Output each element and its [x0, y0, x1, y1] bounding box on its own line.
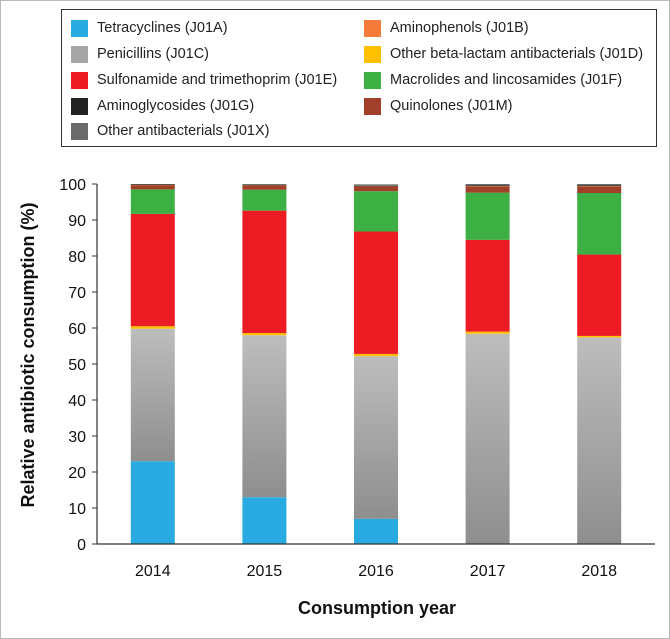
bar-segment-j01b-2015 — [242, 185, 287, 187]
bar-segment-j01f-2015 — [242, 189, 287, 211]
legend-label: Other beta-lactam antibacterials (J01D) — [390, 46, 644, 62]
bar-segment-j01g-2014 — [130, 184, 175, 185]
bar-segment-j01g-2017 — [465, 185, 510, 187]
bar-segment-j01f-2018 — [577, 193, 622, 255]
bar-segment-j01f-2014 — [130, 189, 175, 214]
bar-segment-j01f-2016 — [354, 191, 398, 232]
y-tick-label: 100 — [59, 177, 86, 194]
bar-segment-j01g-2016 — [354, 185, 398, 187]
legend-item-j01e: Sulfonamide and trimethoprim (J01E) — [71, 70, 337, 90]
legend-swatch — [71, 122, 88, 140]
x-tick-label: 2015 — [247, 563, 283, 580]
y-tick-label: 20 — [68, 465, 86, 482]
bar-segment-j01m-2017 — [465, 186, 510, 193]
bar-segment-j01c-2016 — [354, 356, 398, 519]
y-tick-label: 90 — [68, 213, 86, 230]
bars-layer — [130, 184, 622, 544]
bar-segment-j01b-2016 — [354, 186, 398, 187]
legend-item-j01a: Tetracyclines (J01A) — [71, 18, 228, 38]
legend-label: Sulfonamide and trimethoprim (J01E) — [97, 72, 338, 88]
legend-label: Tetracyclines (J01A) — [97, 20, 228, 36]
bar-segment-j01e-2016 — [354, 231, 398, 354]
bar-segment-j01c-2015 — [242, 335, 287, 498]
legend-item-j01g: Aminoglycosides (J01G) — [71, 96, 254, 116]
y-tick-label: 60 — [68, 321, 86, 338]
bar-segment-j01e-2018 — [577, 254, 622, 336]
bar-segment-j01g-2018 — [577, 185, 622, 187]
y-tick-label: 50 — [68, 357, 86, 374]
x-tick-labels: 2014 2015 2016 2017 2018 — [135, 563, 617, 580]
bar-segment-j01a-2015 — [242, 497, 287, 544]
legend-label: Aminoglycosides (J01G) — [97, 98, 255, 114]
y-tick-label: 70 — [68, 285, 86, 302]
bar-segment-j01d-2018 — [577, 335, 622, 338]
bar-segment-j01g-2015 — [242, 184, 287, 186]
bar-segment-j01d-2017 — [465, 331, 510, 334]
bar-segment-j01x-2018 — [577, 184, 622, 186]
y-tick-label: 80 — [68, 249, 86, 266]
legend-swatch — [71, 19, 88, 37]
y-tick-labels: 0 10 20 30 40 50 60 70 80 90 100 — [59, 177, 97, 554]
legend-item-j01f: Macrolides and lincosamides (J01F) — [364, 70, 622, 90]
legend-item-j01x: Other antibacterials (J01X) — [71, 121, 269, 141]
legend-swatch — [71, 97, 88, 115]
x-tick-label: 2018 — [581, 563, 617, 580]
bar-segment-j01m-2016 — [354, 186, 398, 192]
x-axis-title: Consumption year — [298, 598, 456, 618]
legend-swatch — [71, 45, 88, 63]
bar-segment-j01e-2014 — [130, 213, 175, 327]
legend-label: Penicillins (J01C) — [97, 46, 210, 62]
legend-swatch — [364, 97, 381, 115]
legend-label: Other antibacterials (J01X) — [97, 123, 270, 139]
bar-segment-j01x-2016 — [354, 184, 398, 186]
bar-segment-j01x-2014 — [130, 184, 175, 185]
bar-segment-j01c-2017 — [465, 333, 510, 544]
legend-swatch — [364, 45, 381, 63]
x-tick-label: 2016 — [358, 563, 394, 580]
bar-segment-j01b-2014 — [130, 184, 175, 186]
y-tick-label: 40 — [68, 393, 86, 410]
legend-label: Macrolides and lincosamides (J01F) — [390, 72, 623, 88]
legend-item-j01b: Aminophenols (J01B) — [364, 18, 529, 38]
bar-segment-j01e-2017 — [465, 239, 510, 332]
legend-item-j01d: Other beta-lactam antibacterials (J01D) — [364, 44, 643, 64]
y-tick-label: 30 — [68, 429, 86, 446]
bar-segment-j01m-2014 — [130, 185, 175, 190]
legend-item-j01c: Penicillins (J01C) — [71, 44, 209, 64]
bar-segment-j01c-2014 — [130, 328, 175, 462]
bar-segment-j01d-2014 — [130, 326, 175, 329]
x-tick-label: 2014 — [135, 563, 171, 580]
legend-swatch — [71, 71, 88, 89]
bar-segment-j01a-2014 — [130, 461, 175, 544]
bar-segment-j01x-2015 — [242, 184, 287, 185]
chart-legend: Tetracyclines (J01A) Penicillins (J01C) … — [61, 9, 657, 147]
bar-segment-j01d-2015 — [242, 333, 287, 336]
legend-item-j01m: Quinolones (J01M) — [364, 96, 513, 116]
legend-label: Quinolones (J01M) — [390, 98, 513, 114]
y-tick-label: 0 — [77, 537, 86, 554]
legend-swatch — [364, 19, 381, 37]
bar-segment-j01x-2017 — [465, 184, 510, 186]
legend-label: Aminophenols (J01B) — [390, 20, 529, 36]
y-axis-title: Relative antibiotic consumption (%) — [18, 202, 38, 507]
y-tick-label: 10 — [68, 501, 86, 518]
bar-segment-j01b-2018 — [577, 186, 622, 187]
bar-segment-j01d-2016 — [354, 353, 398, 357]
bar-segment-j01c-2018 — [577, 337, 622, 544]
bar-segment-j01m-2018 — [577, 186, 622, 193]
bar-segment-j01f-2017 — [465, 192, 510, 240]
bar-segment-j01a-2016 — [354, 518, 398, 544]
legend-swatch — [364, 71, 381, 89]
bar-segment-j01m-2015 — [242, 185, 287, 190]
bar-segment-j01e-2015 — [242, 210, 287, 334]
x-tick-label: 2017 — [470, 563, 506, 580]
bar-segment-j01b-2017 — [465, 186, 510, 187]
